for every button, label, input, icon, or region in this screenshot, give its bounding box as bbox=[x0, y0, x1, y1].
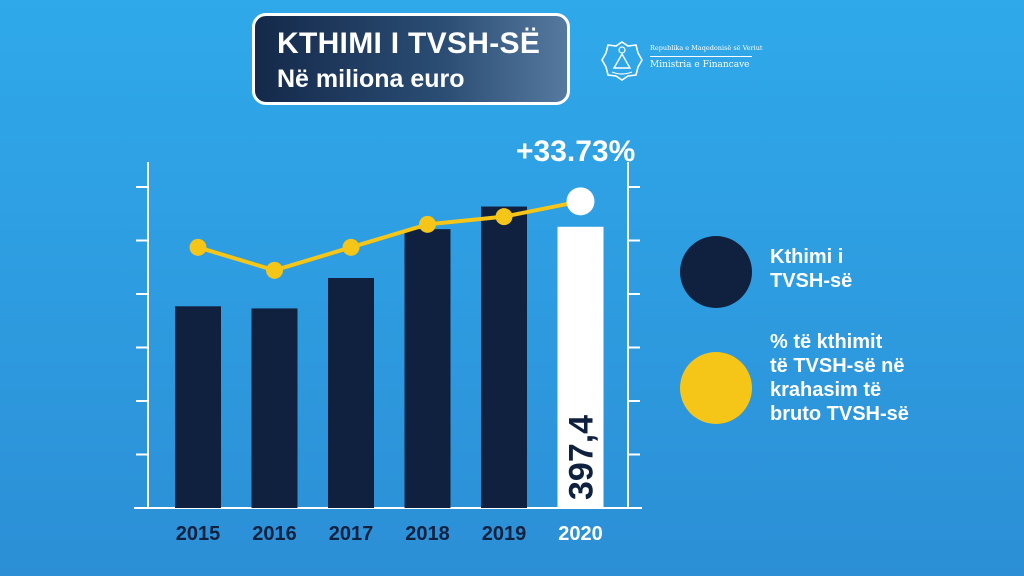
line-point-2020 bbox=[566, 187, 595, 216]
line-point-2017 bbox=[342, 238, 360, 256]
legend-swatch bbox=[680, 352, 752, 424]
line-series bbox=[189, 187, 595, 279]
bar-2015 bbox=[175, 306, 221, 508]
legend-label-line: Kthimi i bbox=[770, 246, 844, 268]
ministry-country: Republika e Maqedonisë së Veriut bbox=[650, 44, 763, 52]
x-tick-label-2017: 2017 bbox=[329, 523, 374, 545]
x-tick-label-2018: 2018 bbox=[405, 523, 450, 545]
data-labels: 397,4 +33.73% bbox=[516, 135, 635, 500]
ministry-logo: Republika e Maqedonisë së Veriut Ministr… bbox=[600, 38, 800, 88]
line-point-2015 bbox=[189, 238, 207, 256]
legend-label-line: krahasim të bbox=[770, 379, 882, 401]
legend-swatch bbox=[680, 236, 752, 308]
bar-series bbox=[175, 206, 604, 509]
ministry-divider bbox=[650, 56, 752, 57]
legend-label-line: % të kthimit bbox=[770, 331, 883, 353]
x-tick-label-2020: 2020 bbox=[558, 523, 603, 545]
x-tick-label-2016: 2016 bbox=[252, 523, 297, 545]
line-point-2016 bbox=[266, 261, 283, 279]
bar-2018 bbox=[404, 229, 451, 508]
data-label-2020: 397,4 bbox=[563, 415, 601, 500]
x-tick-label-2019: 2019 bbox=[482, 523, 527, 545]
legend-label: Kthimi i TVSH-së bbox=[770, 245, 1000, 293]
bar-2016 bbox=[251, 308, 298, 508]
growth-annotation: +33.73% bbox=[516, 135, 635, 168]
chart-subtitle: Në miliona euro bbox=[277, 65, 465, 93]
line-point-2019 bbox=[495, 208, 513, 226]
legend-label-line: bruto TVSH-së bbox=[770, 403, 909, 425]
bar-2019 bbox=[481, 206, 527, 508]
line-point-2018 bbox=[419, 215, 436, 233]
bar-2017 bbox=[328, 278, 374, 508]
coat-of-arms-icon bbox=[601, 41, 643, 81]
line-path bbox=[197, 199, 581, 273]
legend-label-line: të TVSH-së në bbox=[770, 355, 905, 377]
x-axis-labels: 2015 2016 2017 2018 2019 2020 bbox=[176, 523, 603, 545]
x-tick-label-2015: 2015 bbox=[176, 523, 221, 545]
title-box: KTHIMI I TVSH-SË Në miliona euro bbox=[252, 13, 570, 105]
legend-label: % të kthimit të TVSH-së në krahasim të brut… bbox=[770, 330, 1000, 426]
legend-label-line: TVSH-së bbox=[770, 270, 853, 292]
bar-2020 bbox=[557, 226, 604, 509]
ministry-name: Ministria e Financave bbox=[650, 60, 750, 70]
chart-title: KTHIMI I TVSH-SË bbox=[277, 27, 541, 60]
